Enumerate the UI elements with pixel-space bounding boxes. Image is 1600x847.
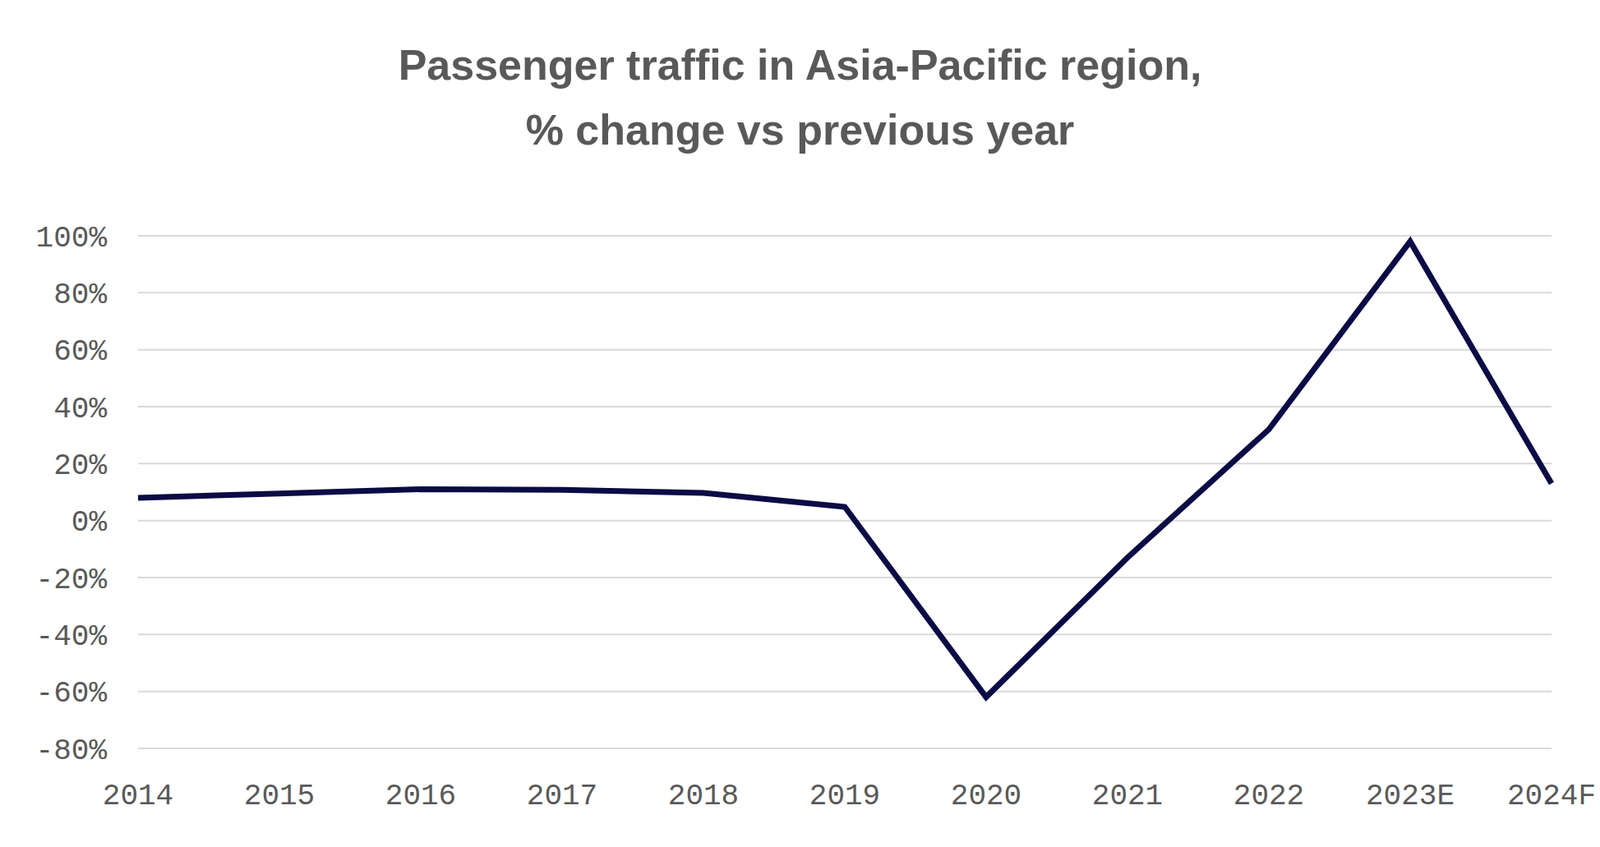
svg-text:2024F: 2024F <box>1507 779 1594 814</box>
svg-text:2020: 2020 <box>950 779 1022 814</box>
svg-text:40%: 40% <box>53 392 107 427</box>
svg-text:2016: 2016 <box>385 779 457 814</box>
svg-text:2021: 2021 <box>1092 779 1163 814</box>
svg-text:100%: 100% <box>36 221 108 256</box>
svg-text:-20%: -20% <box>36 563 108 598</box>
svg-text:0%: 0% <box>71 506 108 540</box>
svg-text:-40%: -40% <box>36 620 108 655</box>
svg-text:60%: 60% <box>53 335 107 369</box>
svg-text:2014: 2014 <box>102 779 174 814</box>
svg-text:2022: 2022 <box>1233 779 1305 814</box>
svg-text:-80%: -80% <box>36 734 108 769</box>
svg-text:80%: 80% <box>53 278 107 313</box>
svg-text:2023E: 2023E <box>1365 779 1455 814</box>
svg-text:2019: 2019 <box>809 779 881 814</box>
svg-text:20%: 20% <box>53 449 107 484</box>
html-text:Passenger traffic in Asia-Paci: Passenger traffic in Asia-Pacific region… <box>398 41 1202 154</box>
svg-text:2015: 2015 <box>244 779 315 814</box>
svg-text:2017: 2017 <box>526 779 598 814</box>
svg-text:2018: 2018 <box>668 779 739 814</box>
svg-text:-60%: -60% <box>36 677 108 711</box>
